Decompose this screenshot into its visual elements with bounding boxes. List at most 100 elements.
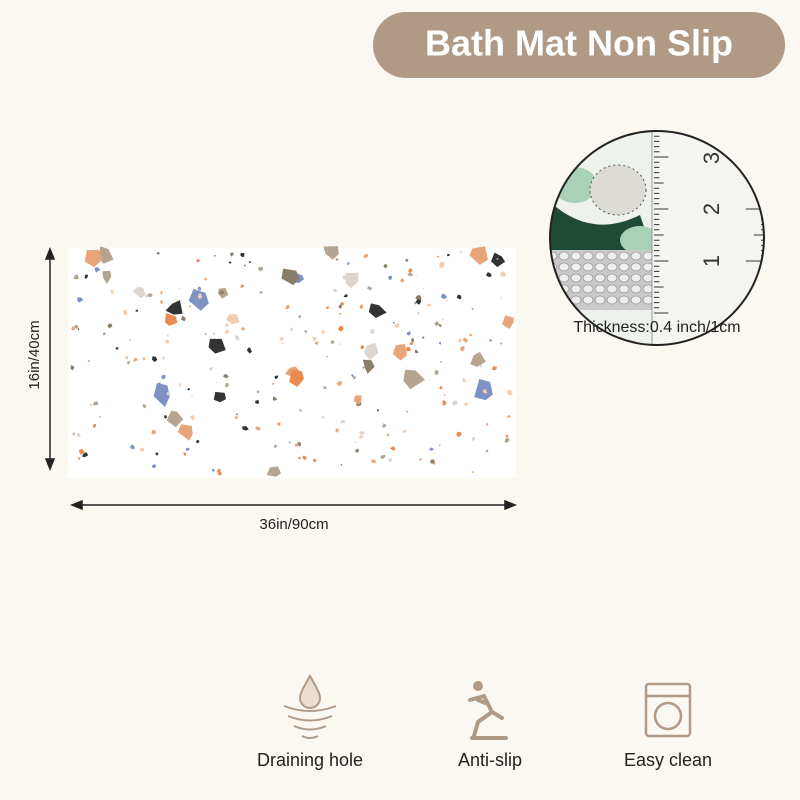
- terrazzo-chip: [197, 286, 202, 291]
- terrazzo-chip: [132, 286, 146, 299]
- terrazzo-chip: [463, 337, 469, 343]
- terrazzo-chip: [77, 457, 81, 460]
- terrazzo-chip: [389, 446, 396, 451]
- foam-cell: [630, 251, 642, 261]
- terrazzo-chip: [407, 272, 414, 277]
- terrazzo-chip: [288, 441, 291, 444]
- terrazzo-chip: [457, 338, 463, 343]
- terrazzo-chip: [196, 258, 201, 263]
- terrazzo-chip: [226, 314, 240, 325]
- foam-cell: [570, 262, 582, 272]
- terrazzo-chip: [185, 447, 190, 451]
- terrazzo-chip: [323, 386, 327, 390]
- terrazzo-chip: [235, 413, 239, 416]
- speckled-stone: [589, 164, 647, 216]
- terrazzo-chip: [418, 458, 423, 461]
- mint-stone: [620, 226, 660, 254]
- foam-cell: [570, 251, 582, 261]
- terrazzo-chip: [489, 339, 492, 342]
- terrazzo-chip: [485, 272, 492, 278]
- terrazzo-chip: [302, 455, 307, 460]
- terrazzo-chip: [77, 297, 84, 303]
- terrazzo-chip: [414, 349, 419, 354]
- terrazzo-chip: [89, 403, 93, 407]
- terrazzo-chip: [491, 252, 506, 268]
- terrazzo-chip: [93, 423, 97, 429]
- terrazzo-chip: [209, 366, 213, 371]
- terrazzo-chip: [165, 313, 178, 326]
- terrazzo-chip: [102, 332, 106, 336]
- terrazzo-chip: [183, 452, 187, 456]
- terrazzo-chip: [462, 378, 466, 383]
- terrazzo-chip: [447, 253, 450, 257]
- terrazzo-chip: [502, 315, 514, 329]
- foam-cell: [618, 295, 630, 305]
- washer-door: [653, 701, 683, 731]
- terrazzo-chip: [408, 268, 413, 274]
- anti-slip-icon: [468, 681, 508, 740]
- terrazzo-chip: [92, 401, 99, 406]
- terrazzo-chip: [323, 246, 339, 260]
- terrazzo-chip: [360, 344, 365, 350]
- terrazzo-chip: [139, 447, 145, 452]
- foam-cell: [606, 251, 618, 261]
- foam-cell: [594, 284, 606, 294]
- terrazzo-chip: [248, 261, 251, 264]
- terrazzo-chip: [486, 423, 489, 426]
- terrazzo-chip: [213, 254, 216, 257]
- terrazzo-chip: [107, 323, 113, 329]
- terrazzo-chip: [74, 324, 79, 330]
- terrazzo-chip: [213, 391, 226, 403]
- thickness-caption: Thickness:0.4 inch/1cm: [573, 319, 740, 336]
- terrazzo-chip: [266, 466, 281, 477]
- terrazzo-chip: [471, 436, 476, 442]
- terrazzo-chip: [408, 343, 411, 346]
- terrazzo-chip: [416, 311, 420, 315]
- foam-cell: [582, 295, 594, 305]
- foam-cell: [630, 273, 642, 283]
- terrazzo-chip: [178, 383, 182, 387]
- terrazzo-chip: [178, 287, 181, 290]
- terrazzo-chip: [433, 462, 436, 465]
- terrazzo-chip: [166, 410, 184, 428]
- terrazzo-chip: [241, 327, 245, 331]
- terrazzo-chip: [191, 394, 193, 397]
- terrazzo-chip: [445, 299, 449, 302]
- foam-cell: [618, 273, 630, 283]
- foam-cell: [594, 251, 606, 261]
- terrazzo-chip: [359, 431, 365, 435]
- terrazzo-chip: [438, 444, 441, 447]
- foam-cell: [606, 295, 618, 305]
- terrazzo-chip: [338, 326, 344, 332]
- terrazzo-chip: [430, 459, 435, 464]
- terrazzo-chip: [304, 330, 307, 334]
- detail-border: [549, 130, 765, 346]
- terrazzo-chip: [368, 303, 387, 318]
- terrazzo-chip: [434, 370, 439, 375]
- terrazzo-chip: [84, 249, 103, 268]
- terrazzo-chip: [339, 419, 346, 424]
- figure: [468, 694, 508, 740]
- terrazzo-chip: [170, 306, 175, 311]
- terrazzo-chip: [285, 304, 290, 310]
- terrazzo-chip: [223, 374, 229, 379]
- terrazzo-chip: [335, 428, 340, 433]
- terrazzo-chip: [129, 339, 131, 341]
- terrazzo-chip: [247, 347, 252, 354]
- terrazzo-chip: [234, 416, 239, 419]
- terrazzo-chip: [479, 364, 483, 368]
- terrazzo-chip: [392, 343, 407, 361]
- terrazzo-chip: [370, 459, 377, 464]
- terrazzo-chip: [338, 343, 341, 346]
- terrazzo-chip: [160, 290, 163, 295]
- foam-cell: [630, 262, 642, 272]
- ruler-label: 1: [699, 255, 724, 267]
- terrazzo-chip: [76, 433, 81, 437]
- terrazzo-chip: [505, 434, 509, 439]
- terrazzo-chip: [439, 386, 443, 390]
- terrazzo-chip: [294, 443, 299, 447]
- foam-cell: [630, 284, 642, 294]
- feature-label: Draining hole: [257, 750, 363, 770]
- terrazzo-chip: [224, 329, 230, 334]
- terrazzo-chip: [345, 272, 359, 289]
